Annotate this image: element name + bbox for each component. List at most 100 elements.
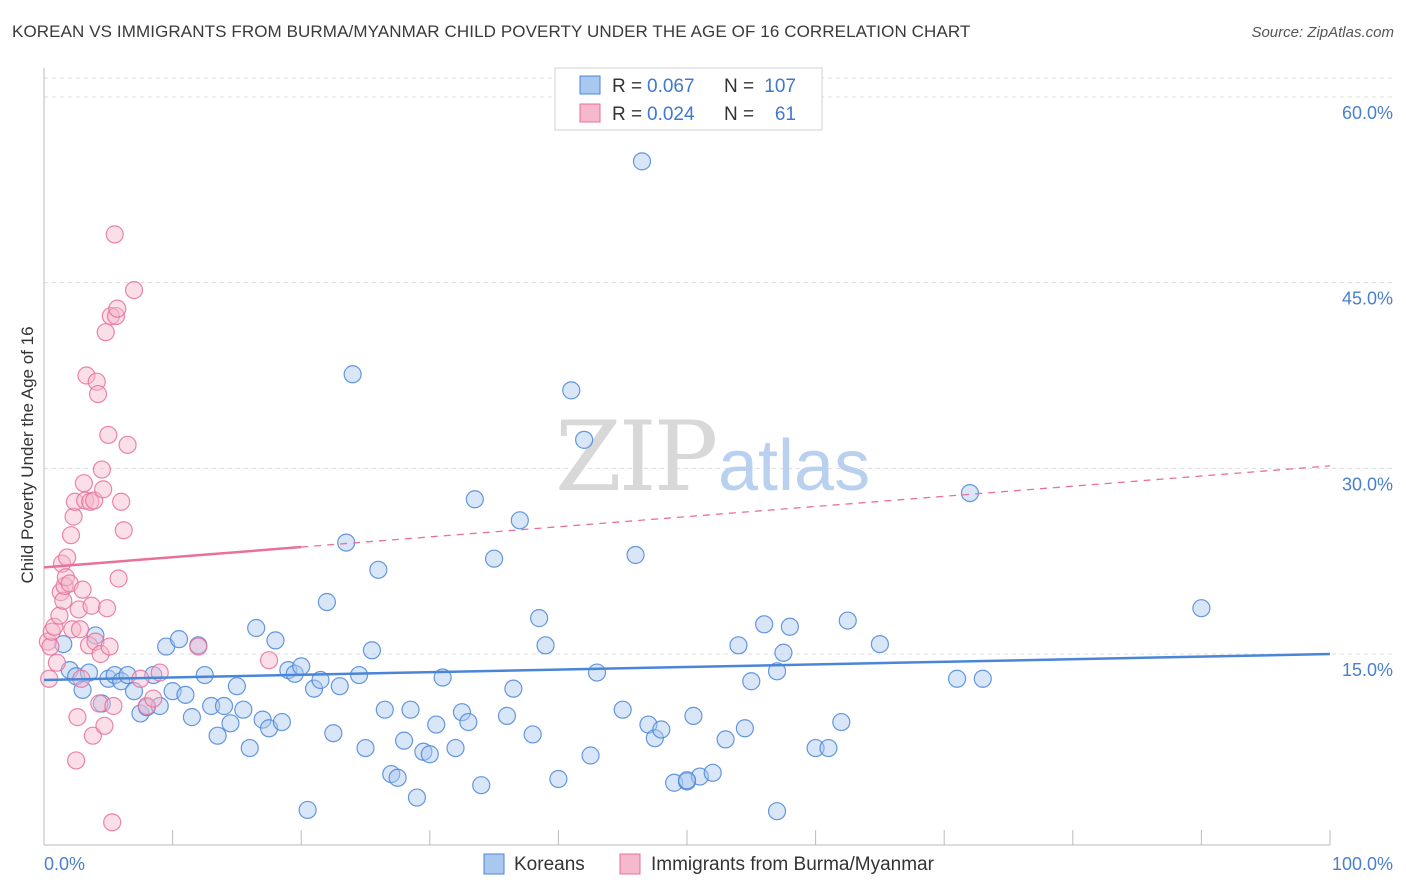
korean-point-27 [227, 677, 246, 696]
axes [43, 68, 1331, 846]
koreans-trend-line [43, 652, 1331, 682]
korean-point-72 [549, 769, 568, 789]
korean-point-41 [317, 592, 337, 612]
korean-point-88 [729, 636, 748, 655]
burma-point-14 [63, 620, 82, 639]
burma-point-17 [67, 751, 86, 770]
burma-point-18 [68, 708, 87, 727]
burma-point-5 [50, 606, 69, 625]
korean-point-97 [832, 712, 851, 732]
burma-point-28 [82, 596, 101, 615]
burma-point-39 [96, 323, 115, 342]
korean-point-20 [182, 708, 201, 727]
watermark-atlas: atlas [718, 426, 870, 506]
korean-point-42 [324, 724, 343, 743]
korean-point-76 [587, 663, 607, 682]
legend-r-label-2: R = [612, 104, 642, 125]
legend-n-label-2: N = [724, 104, 754, 125]
korean-point-105 [677, 771, 697, 790]
korean-point-60 [446, 738, 465, 758]
burma-point-45 [104, 696, 123, 716]
legend-r-value-2: 0.024 [647, 104, 695, 125]
korean-point-34 [272, 712, 292, 732]
burma-point-25 [77, 366, 96, 385]
korean-point-52 [388, 768, 407, 787]
koreans-points [54, 152, 1211, 821]
bottom-legend-swatch-koreans [483, 853, 505, 875]
korean-point-69 [523, 725, 542, 744]
chart-title: KOREAN VS IMMIGRANTS FROM BURMA/MYANMAR … [12, 22, 971, 41]
watermark: ZIP atlas [555, 401, 870, 513]
burma-point-23 [74, 474, 93, 493]
y-tick-label-1: 30.0% [1342, 474, 1393, 494]
korean-point-100 [767, 802, 787, 821]
korean-point-47 [356, 738, 375, 758]
korean-point-73 [562, 381, 581, 400]
korean-point-26 [221, 714, 240, 733]
burma-trend-line-solid [43, 545, 302, 569]
korean-point-71 [536, 636, 555, 655]
korean-point-64 [472, 776, 491, 795]
burma-point-40 [97, 599, 117, 618]
legend-n-value-2: 61 [775, 104, 796, 125]
x-tick-label-0: 0.0% [44, 854, 85, 874]
korean-point-101 [947, 669, 967, 688]
burma-point-56 [144, 689, 163, 708]
korean-point-84 [684, 706, 703, 725]
korean-point-70 [530, 609, 549, 628]
korean-point-37 [292, 657, 311, 676]
burma-point-13 [61, 526, 81, 545]
burma-points [38, 225, 279, 832]
burma-point-36 [92, 460, 111, 479]
korean-point-58 [427, 715, 446, 734]
burma-point-55 [137, 696, 156, 716]
burma-point-43 [101, 306, 120, 326]
burma-point-1 [41, 637, 60, 656]
burma-point-22 [73, 580, 92, 599]
korean-point-94 [780, 617, 799, 636]
korean-point-65 [485, 549, 504, 568]
korean-point-104 [1192, 599, 1211, 618]
burma-trend-line-dashed [301, 465, 1331, 548]
y-tick-label-2: 45.0% [1342, 289, 1393, 309]
y-tick-label-3: 60.0% [1342, 103, 1393, 123]
legend: R = 0.067 N = 107 R = 0.024 N = 61 [554, 67, 823, 131]
burma-point-42 [100, 637, 119, 656]
burma-point-51 [114, 521, 133, 540]
korean-point-49 [369, 560, 388, 579]
burma-point-37 [94, 480, 113, 499]
korean-point-96 [819, 738, 838, 758]
burma-point-50 [112, 492, 131, 511]
bottom-legend-burma: Immigrants from Burma/Myanmar [651, 854, 935, 875]
korean-point-66 [497, 706, 517, 725]
korean-point-63 [465, 490, 484, 509]
legend-swatch-burma [579, 103, 601, 123]
korean-point-99 [870, 634, 890, 654]
burma-point-4 [47, 653, 66, 672]
burma-point-34 [90, 694, 109, 713]
burma-point-11 [58, 548, 77, 567]
legend-n-label-1: N = [724, 76, 754, 97]
burma-point-48 [108, 299, 127, 318]
korean-point-68 [510, 511, 529, 530]
korean-point-29 [240, 738, 259, 758]
burma-point-2 [42, 622, 61, 641]
korean-point-79 [632, 152, 652, 171]
burma-point-20 [70, 620, 90, 639]
korean-point-5 [86, 626, 105, 645]
korean-point-61 [452, 703, 472, 722]
korean-point-43 [330, 677, 349, 696]
korean-point-15 [150, 696, 169, 716]
burma-point-52 [118, 435, 137, 454]
bottom-legend-koreans: Koreans [514, 854, 585, 875]
burma-point-3 [45, 617, 64, 636]
legend-r-label-1: R = [612, 76, 642, 97]
korean-point-53 [394, 731, 414, 750]
korean-point-22 [195, 665, 214, 685]
korean-point-89 [735, 719, 754, 738]
korean-point-38 [298, 800, 317, 820]
korean-point-103 [960, 483, 980, 503]
korean-point-67 [504, 679, 523, 698]
korean-point-24 [208, 726, 227, 745]
burma-point-47 [106, 306, 126, 326]
